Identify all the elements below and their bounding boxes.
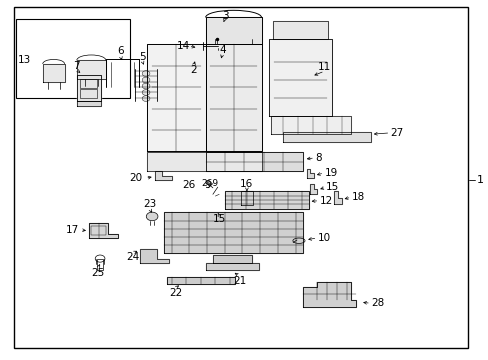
- Text: 3: 3: [221, 11, 228, 21]
- Polygon shape: [271, 116, 351, 134]
- Polygon shape: [302, 282, 356, 307]
- Polygon shape: [205, 18, 261, 44]
- Bar: [97, 259, 103, 270]
- Circle shape: [146, 212, 158, 221]
- Polygon shape: [205, 44, 261, 152]
- Polygon shape: [77, 102, 101, 106]
- Polygon shape: [205, 152, 302, 171]
- Text: 14: 14: [177, 41, 190, 51]
- Polygon shape: [89, 223, 118, 238]
- Polygon shape: [140, 249, 169, 263]
- Text: 28: 28: [370, 298, 384, 308]
- Polygon shape: [164, 212, 302, 253]
- Text: 21: 21: [233, 276, 246, 286]
- Circle shape: [142, 96, 150, 102]
- Text: 8: 8: [314, 153, 321, 163]
- Text: 23: 23: [143, 199, 156, 209]
- Text: 4: 4: [219, 45, 225, 55]
- Bar: [80, 89, 97, 98]
- Text: 10: 10: [317, 233, 330, 243]
- Text: 269: 269: [201, 179, 218, 188]
- Polygon shape: [224, 192, 308, 208]
- Polygon shape: [306, 169, 313, 178]
- Polygon shape: [77, 75, 101, 102]
- Text: 16: 16: [240, 179, 253, 189]
- Text: 13: 13: [18, 55, 31, 65]
- Bar: [80, 79, 97, 88]
- Text: 17: 17: [66, 225, 79, 235]
- Text: 18: 18: [351, 192, 364, 202]
- Text: 6: 6: [117, 46, 123, 57]
- Polygon shape: [205, 263, 259, 270]
- Circle shape: [142, 77, 150, 83]
- Text: 7: 7: [73, 61, 80, 71]
- Circle shape: [142, 71, 150, 76]
- Polygon shape: [166, 277, 234, 284]
- Polygon shape: [272, 21, 327, 39]
- Text: 27: 27: [389, 128, 403, 138]
- Text: 11: 11: [318, 63, 331, 72]
- Polygon shape: [241, 192, 252, 205]
- Bar: [16, 19, 130, 98]
- Polygon shape: [147, 44, 205, 152]
- Text: 24: 24: [126, 252, 139, 262]
- Text: 1: 1: [476, 175, 483, 185]
- Circle shape: [142, 90, 150, 95]
- Text: 5: 5: [139, 52, 145, 62]
- Bar: [91, 226, 106, 235]
- Circle shape: [142, 83, 150, 89]
- Text: 15: 15: [212, 214, 225, 224]
- Text: 25: 25: [91, 268, 104, 278]
- Polygon shape: [283, 132, 370, 143]
- Polygon shape: [147, 152, 261, 171]
- Polygon shape: [268, 39, 331, 116]
- Text: 26: 26: [182, 180, 196, 190]
- Polygon shape: [77, 60, 106, 79]
- Polygon shape: [309, 184, 317, 194]
- Text: 9: 9: [204, 180, 211, 190]
- Polygon shape: [154, 171, 171, 180]
- Text: 15: 15: [325, 182, 339, 192]
- Polygon shape: [42, 64, 64, 82]
- Text: 20: 20: [129, 173, 142, 183]
- Text: 12: 12: [319, 196, 332, 206]
- Text: 22: 22: [168, 288, 182, 297]
- Polygon shape: [212, 255, 251, 263]
- Polygon shape: [334, 192, 341, 204]
- Text: 2: 2: [190, 65, 196, 75]
- Text: 19: 19: [324, 168, 337, 178]
